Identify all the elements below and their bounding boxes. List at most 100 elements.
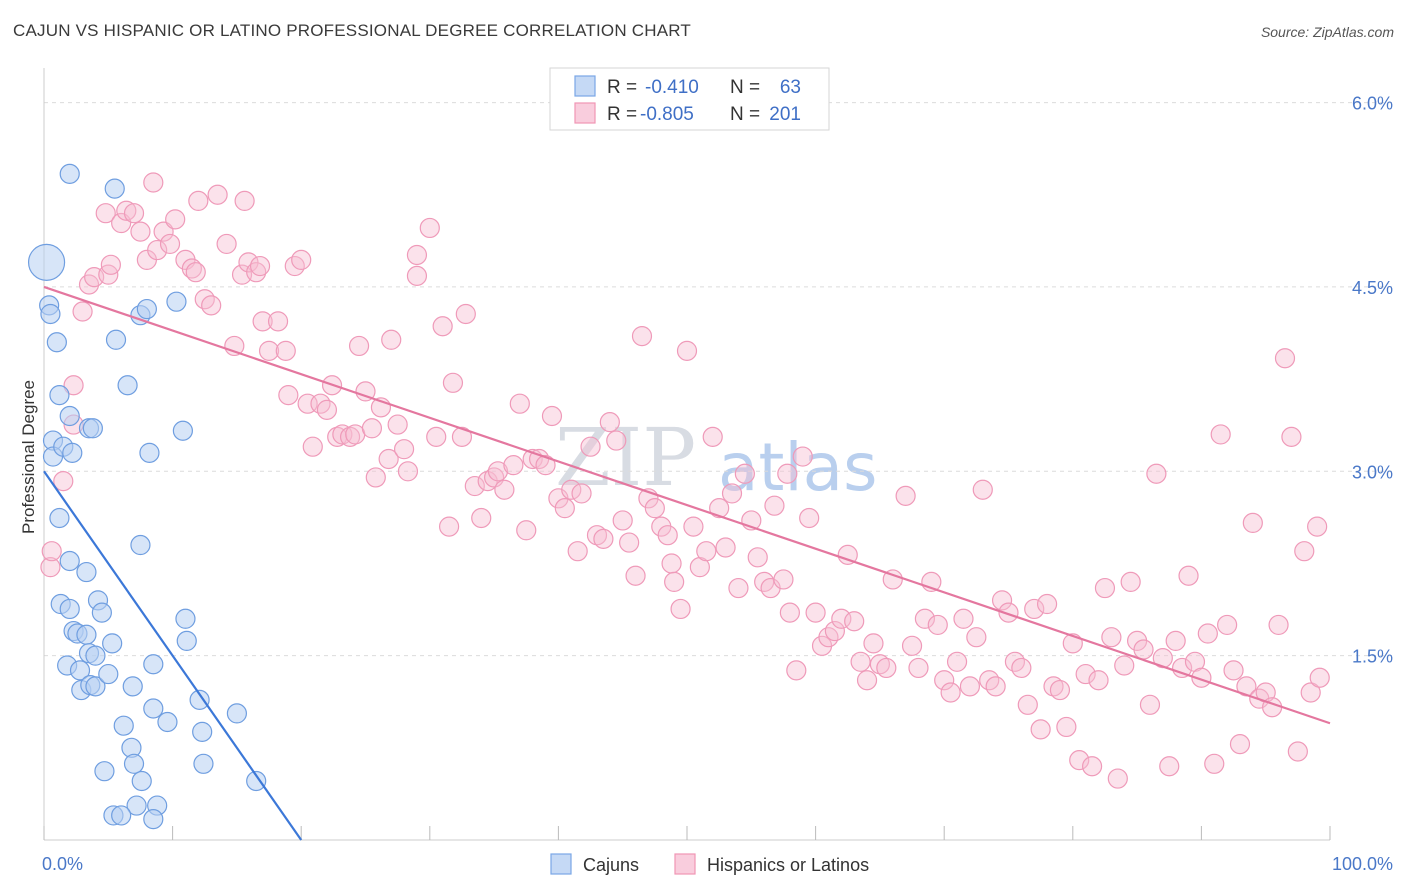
hispanic-point: [696, 541, 717, 562]
hispanic-point: [258, 340, 280, 361]
cajun-point: [189, 689, 210, 710]
source-credit: Source: ZipAtlas.com: [1260, 24, 1394, 40]
hispanic-point: [1223, 660, 1244, 681]
hispanic-point: [275, 340, 296, 361]
hispanic-point: [901, 635, 923, 656]
hispanic-point: [606, 430, 627, 451]
hispanic-point: [777, 463, 798, 484]
cajun-point: [69, 660, 91, 681]
hispanic-point: [284, 255, 305, 277]
hispanic-point: [1114, 655, 1135, 676]
hispanic-point: [509, 393, 530, 414]
hispanic-point: [567, 541, 588, 562]
cajun-point: [98, 663, 119, 685]
hispanic-point: [310, 393, 331, 414]
cajun-point: [27, 243, 66, 281]
hispanic-point: [234, 190, 255, 212]
bottom-swatch-hispanic: [674, 853, 696, 875]
legend-n-label-2: N =: [730, 104, 760, 125]
hispanic-point: [850, 651, 871, 672]
cajun-points: [27, 163, 267, 830]
hispanic-point: [116, 200, 137, 221]
hispanic-point: [1172, 657, 1193, 679]
hispanic-point: [664, 571, 685, 593]
cajun-point: [59, 550, 80, 572]
hispanic-point: [856, 670, 878, 691]
hispanic-point: [1268, 614, 1289, 636]
hispanic-point: [554, 498, 575, 519]
hispanic-point: [143, 172, 164, 193]
hispanic-point: [985, 676, 1006, 697]
hispanic-point: [844, 611, 865, 632]
hispanic-point: [455, 303, 476, 325]
hispanic-point: [1204, 753, 1225, 774]
hispanic-point: [571, 483, 592, 504]
cajun-point: [246, 770, 267, 792]
cajun-point: [91, 602, 112, 623]
hispanic-point: [818, 627, 839, 648]
cajun-point: [136, 298, 157, 320]
legend-swatch-hispanic: [574, 102, 596, 124]
cajun-point: [175, 608, 196, 629]
cajun-point: [143, 654, 164, 675]
cajun-point: [130, 534, 151, 556]
hispanic-point: [316, 399, 338, 420]
cajun-point: [226, 703, 247, 724]
cajun-point: [126, 795, 147, 816]
hispanic-point: [934, 670, 955, 691]
cajun-point: [157, 711, 178, 733]
hispanic-point: [676, 340, 698, 361]
hispanic-point: [535, 455, 556, 476]
hispanic-point: [1217, 614, 1238, 636]
hispanic-point: [728, 577, 749, 599]
x-tick-label-max: 100.0%: [1332, 854, 1393, 874]
hispanic-point: [252, 311, 273, 332]
hispanic-points: [40, 172, 1330, 789]
hispanic-point: [291, 249, 312, 270]
hispanic-point: [1229, 734, 1251, 755]
legend-r-value-1: -0.410: [645, 77, 699, 98]
hispanic-point: [487, 461, 509, 482]
hispanic-point: [670, 598, 691, 620]
hispanic-point: [1165, 630, 1186, 651]
cajun-point: [193, 753, 214, 774]
cajun-point: [139, 442, 160, 463]
hispanic-point: [153, 221, 174, 242]
hispanic-point: [406, 244, 428, 266]
hispanic-point: [339, 426, 361, 447]
hispanic-point: [397, 461, 419, 482]
hispanic-point: [1049, 679, 1071, 701]
legend-n-label-1: N =: [730, 77, 760, 98]
hispanic-point: [991, 590, 1013, 611]
hispanic-point: [216, 233, 237, 255]
series-legend: Cajuns Hispanics or Latinos: [550, 853, 869, 875]
cajun-point: [82, 418, 103, 439]
hispanic-point: [1075, 663, 1096, 685]
hispanic-point: [837, 544, 858, 565]
cajun-point: [113, 715, 134, 736]
hispanic-point: [805, 602, 826, 623]
cajun-point: [117, 375, 138, 396]
hispanic-point: [953, 608, 974, 629]
hispanic-point: [715, 537, 736, 558]
cajun-point: [166, 291, 187, 312]
hispanic-point: [130, 221, 151, 242]
hispanic-point: [516, 520, 537, 541]
hispanic-point: [882, 569, 903, 590]
hispanic-point: [927, 614, 948, 636]
trend-lines: [43, 285, 1331, 841]
cajun-point: [85, 676, 106, 697]
watermark-atlas: atlas: [718, 429, 878, 506]
cajun-point: [176, 630, 197, 651]
cajun-point: [143, 698, 164, 719]
hispanic-point: [869, 654, 891, 675]
hispanic-point: [702, 426, 723, 447]
hispanic-point: [1120, 571, 1141, 593]
hispanic-point: [1242, 512, 1263, 534]
hispanic-point: [207, 184, 228, 205]
hispanic-point: [1178, 565, 1199, 586]
cajun-point: [49, 507, 70, 529]
hispanic-point: [599, 412, 620, 433]
cajun-point: [172, 420, 193, 441]
hispanic-point: [580, 436, 601, 457]
